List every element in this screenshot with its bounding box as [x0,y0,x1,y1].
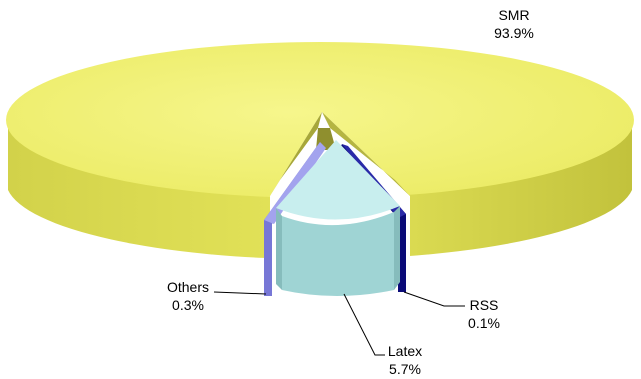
slice-smr-notch-wall-right [322,112,410,196]
label-smr: SMR 93.9% [494,7,534,41]
leader-others [213,291,267,295]
label-rss-name: RSS [470,297,499,313]
leader-rss [403,291,465,307]
label-latex-name: Latex [388,343,422,359]
slice-others [264,142,326,296]
leader-latex [343,293,385,356]
label-others-name: Others [167,279,209,295]
slice-latex-front [282,212,394,296]
label-smr-value: 93.9% [494,25,534,41]
slice-others-top [264,142,326,224]
label-smr-name: SMR [498,7,529,23]
label-others: Others 0.3% [167,279,209,313]
label-latex: Latex 5.7% [388,343,422,377]
label-rss: RSS 0.1% [468,297,500,331]
slice-latex [276,140,400,296]
slice-latex-top [276,140,400,220]
slice-latex-left [276,208,282,290]
slice-smr-notch-wall-left [270,112,322,196]
label-rss-value: 0.1% [468,315,500,331]
slice-latex-right [394,206,400,290]
label-others-value: 0.3% [172,297,204,313]
label-latex-value: 5.7% [389,361,421,377]
